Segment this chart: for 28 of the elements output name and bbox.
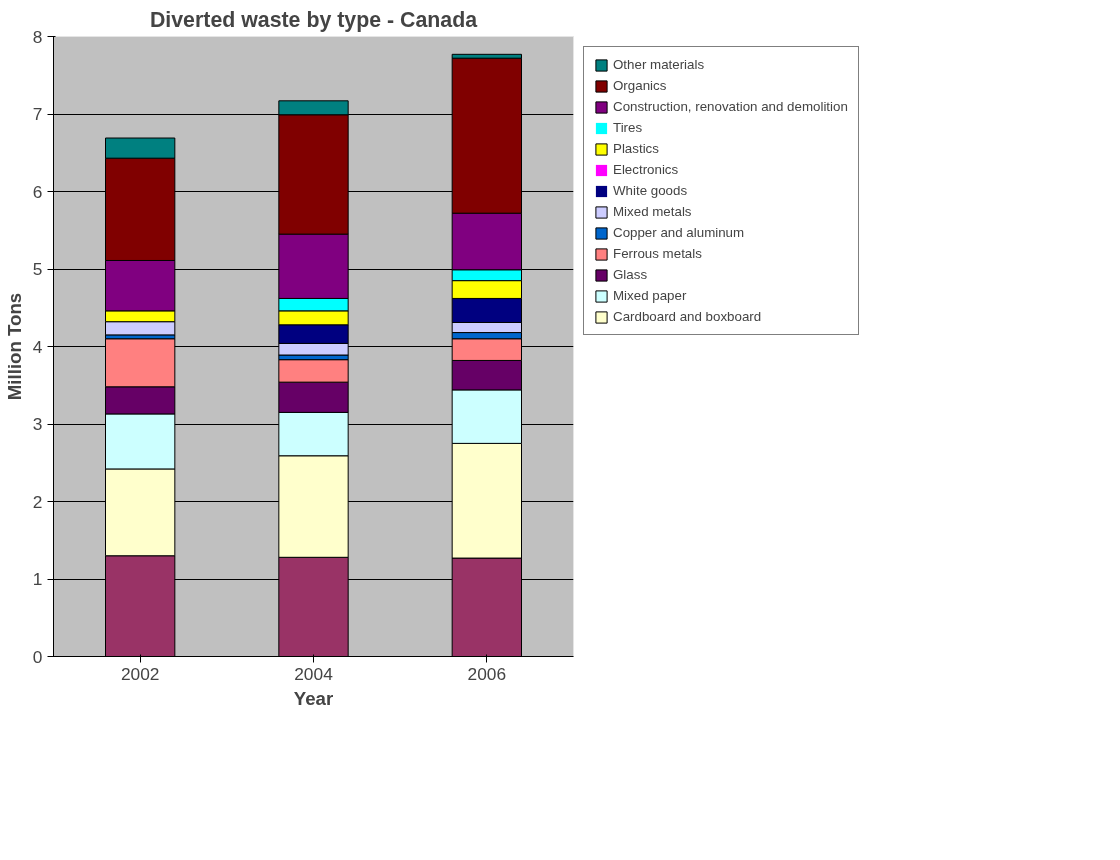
y-tick-label: 2 (32, 491, 43, 512)
x-tick-label: 2002 (120, 663, 160, 684)
legend-label: Tires (613, 120, 643, 135)
x-tick-label: 2004 (294, 663, 334, 684)
legend-label: Electronics (613, 162, 679, 177)
y-tick-label: 5 (32, 259, 43, 279)
y-tick-label: 4 (32, 336, 43, 357)
legend-label: Mixed metals (613, 204, 692, 219)
y-tick-label: 7 (32, 104, 43, 124)
legend-label: Cardboard and boxboard (613, 309, 762, 324)
y-tick-label: 0 (32, 646, 43, 667)
legend-label: Ferrous metals (613, 246, 702, 261)
chart-title: Diverted waste by type - Canada (149, 7, 478, 32)
y-axis-title: Million Tons (3, 292, 25, 401)
legend-label: Plastics (613, 141, 659, 156)
y-tick-label: 8 (32, 26, 43, 47)
x-tick-label: 2006 (467, 663, 507, 684)
legend-label: White goods (613, 183, 688, 198)
x-axis-title: Year (293, 687, 334, 709)
legend-label: Glass (613, 267, 648, 282)
legend-label: Construction, renovation and demolition (613, 99, 848, 114)
legend-label: Mixed paper (613, 288, 687, 303)
legend-label: Copper and aluminum (613, 225, 745, 240)
y-tick-label: 3 (32, 414, 43, 434)
y-tick-label: 1 (32, 569, 43, 589)
legend-label: Organics (613, 78, 667, 93)
y-tick-label: 6 (32, 181, 43, 202)
legend-label: Other materials (613, 57, 705, 72)
